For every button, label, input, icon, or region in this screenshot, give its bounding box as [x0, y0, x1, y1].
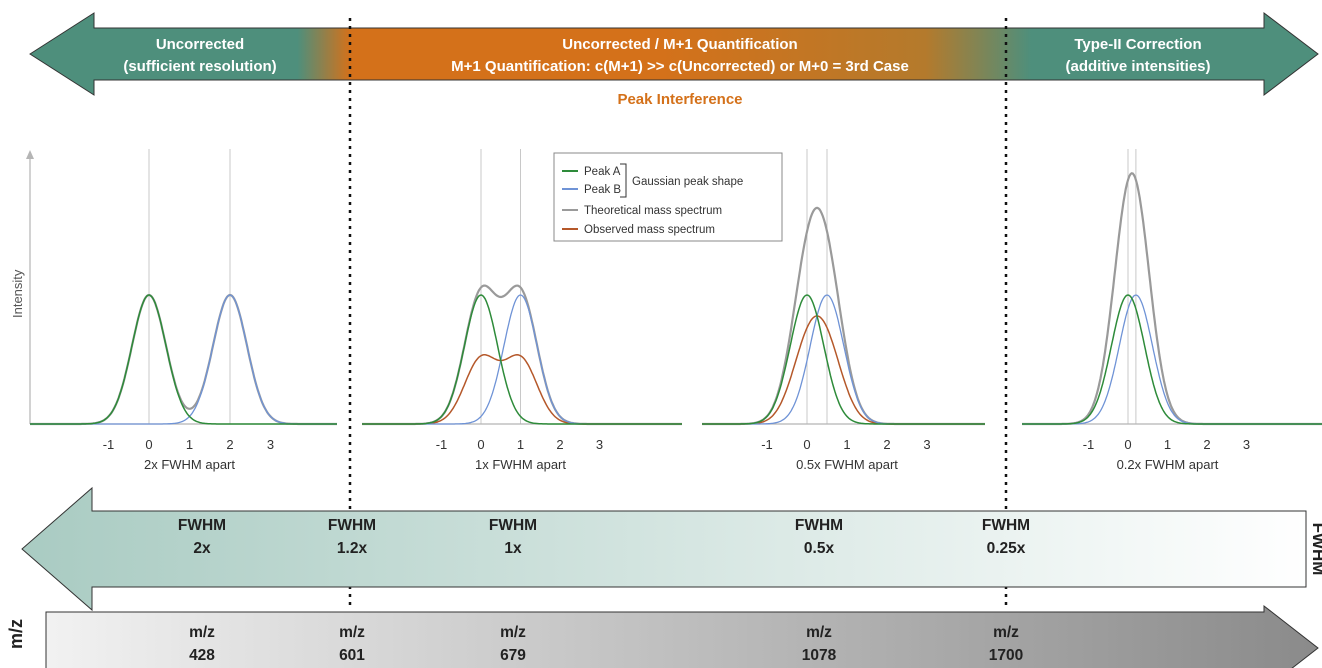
marker-value: 0.25x [987, 540, 1026, 557]
peak-a-curve [30, 294, 337, 425]
peak-interference-label: Peak Interference [617, 91, 742, 108]
marker-value: 1700 [989, 647, 1023, 664]
fwhm-arrow [21, 486, 1307, 612]
top-left-label-line1: Uncorrected [156, 36, 244, 53]
x-tick-label: 0 [145, 437, 152, 452]
marker-title: m/z [339, 624, 365, 641]
x-tick-label: 1 [843, 437, 850, 452]
spectrum-panel: -1 0 1 2 3 0.5x FWHM apart [702, 149, 985, 472]
top-right-label-line2: (additive intensities) [1065, 58, 1210, 75]
legend-label-peak-a: Peak A [584, 166, 621, 178]
fwhm-markers: FWHM 2x FWHM 1.2x FWHM 1x FWHM 0.5x FWHM 0.25x [178, 517, 1030, 557]
legend-box [553, 152, 783, 242]
marker-title: FWHM [982, 517, 1030, 534]
marker-value: 1x [504, 540, 522, 557]
marker-title: FWHM [795, 517, 843, 534]
x-tick-label: 0 [1124, 437, 1131, 452]
theoretical-curve [1022, 172, 1322, 426]
observed-curve [362, 354, 682, 425]
spectra-panels: -1 0 1 2 32x FWHM apart-1 0 1 2 31x FWHM apart-1… [30, 149, 1322, 472]
marker-value: 1.2x [337, 540, 368, 557]
spectrum-panel: -1 0 1 2 3 2x FWHM apart [30, 149, 337, 472]
x-tick-label: -1 [761, 437, 773, 452]
spectrum-panel: -1 0 1 2 3 1x FWHM apart [362, 149, 682, 472]
x-tick-label: 1 [517, 437, 524, 452]
panel-caption: 0.5x FWHM apart [796, 457, 898, 472]
x-tick-label: -1 [1083, 437, 1095, 452]
marker-title: FWHM [178, 517, 226, 534]
marker-title: FWHM [328, 517, 376, 534]
x-tick-label: 1 [1164, 437, 1171, 452]
legend-label-observed: Observed mass spectrum [584, 224, 715, 236]
top-center-label-line1: Uncorrected / M+1 Quantification [562, 36, 797, 53]
x-tick-label: 3 [1243, 437, 1250, 452]
marker-title: m/z [993, 624, 1019, 641]
top-left-label-line2: (sufficient resolution) [123, 58, 276, 75]
x-tick-label: 1 [186, 437, 193, 452]
x-tick-label: 2 [226, 437, 233, 452]
legend-label-theoretical: Theoretical mass spectrum [584, 205, 722, 217]
mz-side-label: m/z [6, 619, 26, 649]
y-axis-label: Intensity [10, 269, 25, 318]
peak-a-curve [1022, 294, 1322, 425]
peak-b-curve [362, 294, 682, 425]
x-tick-label: 2 [1203, 437, 1210, 452]
top-double-arrow [29, 11, 1319, 97]
x-tick-label: 3 [596, 437, 603, 452]
panel-caption: 0.2x FWHM apart [1117, 457, 1219, 472]
marker-title: m/z [189, 624, 215, 641]
legend: Peak A Peak B Gaussian peak shape Theore… [553, 152, 783, 242]
panel-caption: 2x FWHM apart [144, 457, 235, 472]
x-tick-label: 0 [803, 437, 810, 452]
spectrum-panel: -1 0 1 2 3 0.2x FWHM apart [1022, 149, 1322, 472]
marker-title: m/z [806, 624, 832, 641]
marker-value: 0.5x [804, 540, 835, 557]
mz-markers: m/z 428 m/z 601 m/z 679 m/z 1078 m/z 1700 [189, 624, 1023, 664]
x-tick-label: 2 [883, 437, 890, 452]
y-axis-arrowhead [26, 150, 34, 159]
x-tick-label: 3 [923, 437, 930, 452]
mz-arrow [45, 604, 1319, 668]
x-tick-label: -1 [103, 437, 115, 452]
theoretical-curve [30, 293, 337, 426]
x-tick-label: 0 [477, 437, 484, 452]
marker-value: 679 [500, 647, 526, 664]
top-right-label-line1: Type-II Correction [1074, 36, 1201, 53]
legend-bracket [620, 163, 627, 198]
theoretical-curve [362, 284, 682, 426]
x-tick-label: -1 [436, 437, 448, 452]
peak-b-curve [1022, 294, 1322, 425]
marker-value: 1078 [802, 647, 837, 664]
marker-value: 2x [193, 540, 211, 557]
marker-value: 428 [189, 647, 215, 664]
legend-label-peak-b: Peak B [584, 184, 621, 196]
marker-value: 601 [339, 647, 365, 664]
x-tick-label: 3 [267, 437, 274, 452]
panel-caption: 1x FWHM apart [475, 457, 566, 472]
fwhm-side-label: FWHM [1309, 523, 1322, 576]
x-tick-label: 2 [556, 437, 563, 452]
peak-a-curve [362, 294, 682, 425]
marker-title: m/z [500, 624, 526, 641]
marker-title: FWHM [489, 517, 537, 534]
top-center-label-line2: M+1 Quantification: c(M+1) >> c(Uncorrec… [451, 58, 909, 75]
peak-a-curve [702, 294, 985, 425]
peak-b-curve [702, 294, 985, 425]
legend-group-label: Gaussian peak shape [632, 176, 743, 188]
